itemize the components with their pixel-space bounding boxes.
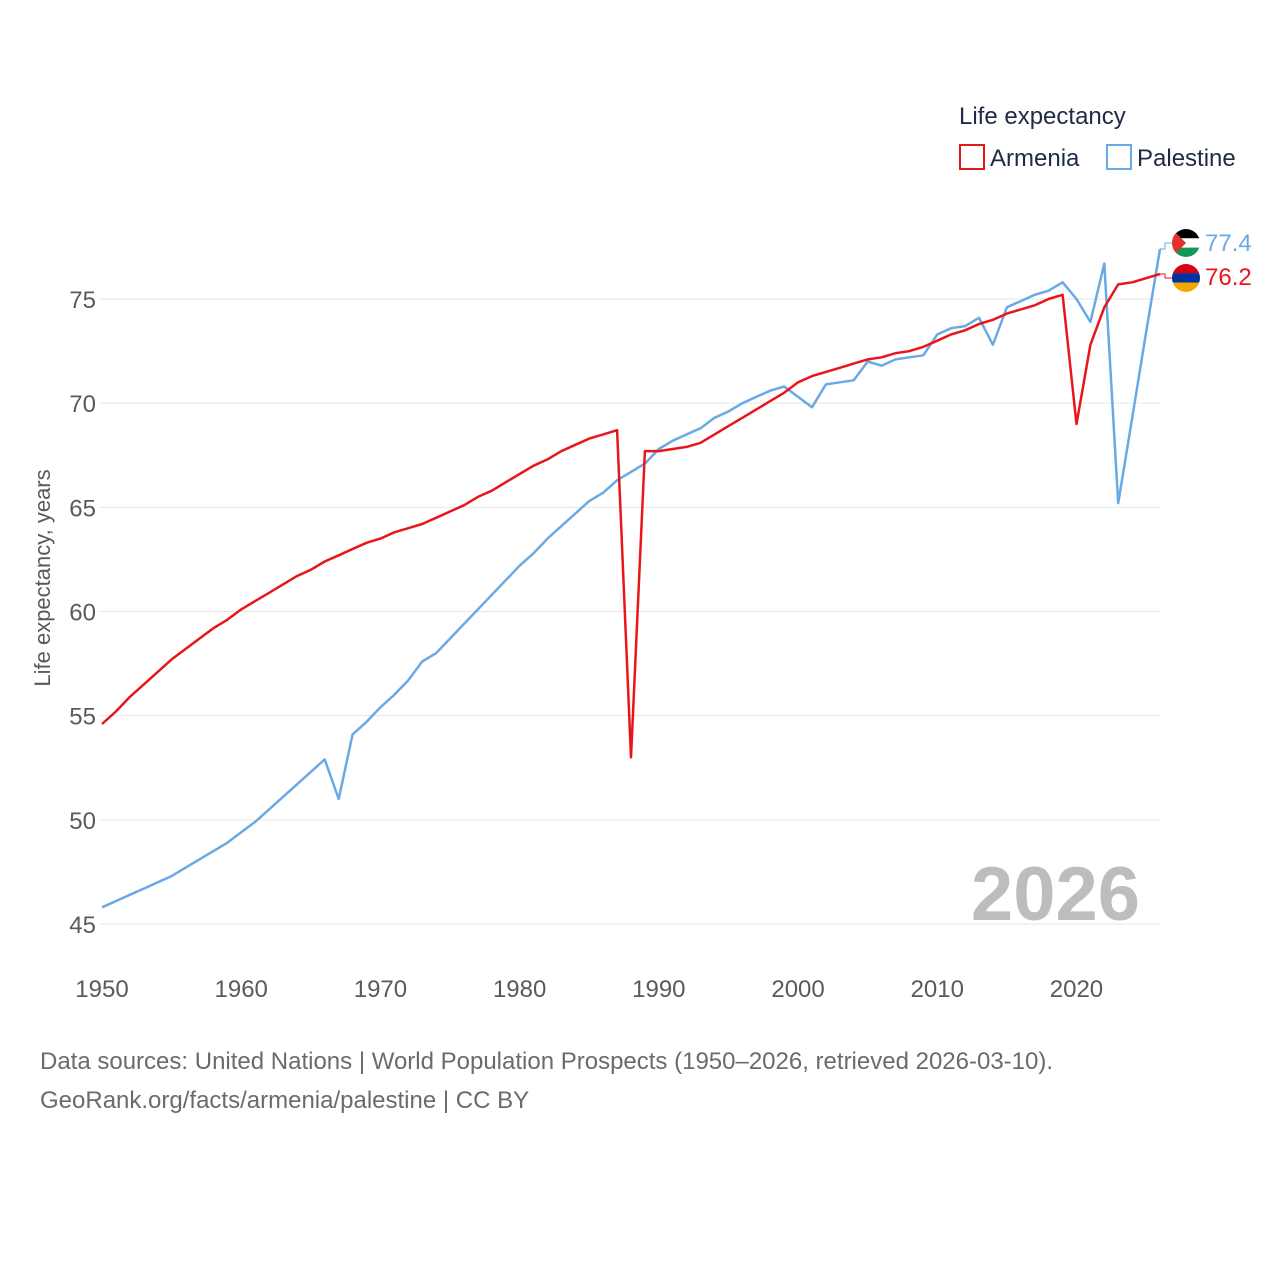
end-value-palestine: 77.4 (1205, 230, 1252, 257)
x-tick-label-2020: 2020 (1050, 976, 1103, 1003)
y-tick-label-50: 50 (69, 808, 96, 835)
y-tick-label-55: 55 (69, 704, 96, 731)
legend-item-palestine[interactable]: Palestine (1106, 144, 1236, 172)
attribution-text: GeoRank.org/facts/armenia/palestine | CC… (40, 1087, 530, 1114)
footer: Data sources: United Nations | World Pop… (40, 1042, 1053, 1120)
year-label: 2026 (971, 852, 1140, 937)
palestine-flag-icon (1172, 229, 1200, 257)
data-source-text: Data sources: United Nations | World Pop… (40, 1048, 1054, 1075)
x-tick-label-1970: 1970 (354, 976, 407, 1003)
y-axis-title: Life expectancy, years (30, 469, 55, 686)
gridlines (100, 298, 1160, 925)
x-tick-label-1990: 1990 (632, 976, 685, 1003)
end-connector-armenia (1160, 273, 1172, 279)
x-tick-label-1960: 1960 (215, 976, 268, 1003)
legend: Life expectancy Armenia Palestine (959, 103, 1236, 172)
legend-label-palestine: Palestine (1137, 145, 1236, 172)
x-tick-label-2000: 2000 (771, 976, 824, 1003)
armenia-flag-icon (1172, 264, 1200, 292)
y-tick-label-45: 45 (69, 912, 96, 939)
y-tick-label-65: 65 (69, 495, 96, 522)
x-tick-label-1950: 1950 (75, 976, 128, 1003)
y-tick-label-60: 60 (69, 600, 96, 627)
x-axis-ticks: 1950 1960 1970 1980 1990 2000 2010 2020 (75, 976, 1103, 1003)
y-tick-label-75: 75 (69, 287, 96, 314)
legend-swatch-palestine (1106, 144, 1132, 170)
y-axis-ticks: 45 50 55 60 65 70 75 (69, 287, 96, 939)
legend-swatch-armenia (959, 144, 985, 170)
series-lines (101, 248, 1162, 909)
y-tick-label-70: 70 (69, 391, 96, 418)
series-line-palestine (101, 248, 1162, 909)
end-value-armenia: 76.2 (1205, 264, 1252, 291)
legend-label-armenia: Armenia (990, 145, 1080, 172)
x-tick-label-1980: 1980 (493, 976, 546, 1003)
x-tick-label-2010: 2010 (911, 976, 964, 1003)
end-connector-palestine (1160, 242, 1172, 250)
series-line-armenia (101, 272, 1161, 759)
end-markers (1160, 242, 1172, 279)
legend-title: Life expectancy (959, 103, 1126, 130)
legend-item-armenia[interactable]: Armenia (959, 144, 1080, 172)
